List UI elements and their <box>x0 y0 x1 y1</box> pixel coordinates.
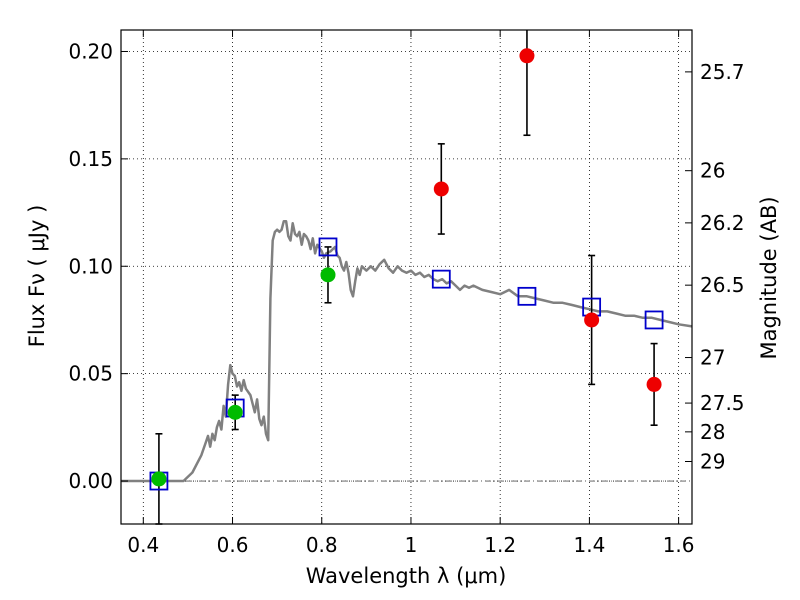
x-tick-label-4: 1.2 <box>484 533 516 557</box>
y-tick-label-3: 0.15 <box>68 147 113 171</box>
y2-tick-label-3: 26.5 <box>700 273 745 297</box>
plot-frame <box>120 29 693 525</box>
y-tick-label-0: 0.00 <box>68 469 113 493</box>
x-tick-label-1: 0.6 <box>217 533 249 557</box>
y-tick-label-2: 0.10 <box>68 254 113 278</box>
y-tick-label-4: 0.20 <box>68 39 113 63</box>
optical-point-1 <box>227 404 243 420</box>
axis-ticks: 0.4 0.6 0.8 1 1.2 1.4 1.6 0.00 0.05 0.10 0.15 0.20 2… <box>68 30 745 557</box>
plot-border <box>120 29 693 525</box>
nir-point-1 <box>519 48 535 64</box>
y2-tick-label-7: 29 <box>700 449 725 473</box>
error-bars <box>155 30 658 525</box>
y2-tick-label-2: 26.2 <box>700 211 745 235</box>
x-tick-label-2: 0.8 <box>306 533 338 557</box>
nir-point-3 <box>646 376 662 392</box>
x-tick-label-0: 0.4 <box>127 533 159 557</box>
y2-tick-label-0: 25.7 <box>700 60 745 84</box>
error-bar-4 <box>523 30 531 137</box>
y2-tick-label-5: 27.5 <box>700 391 745 415</box>
y2-tick-label-6: 28 <box>700 420 725 444</box>
x-axis-label: Wavelength λ (μm) <box>306 564 507 588</box>
y2-tick-label-4: 27 <box>700 346 725 370</box>
nir-point-2 <box>584 312 600 328</box>
optical-point-0 <box>151 471 167 487</box>
x-tick-label-3: 1 <box>405 533 418 557</box>
synthetic-point-6 <box>644 310 664 330</box>
optical-point-2 <box>320 267 336 283</box>
y-tick-label-1: 0.05 <box>68 362 113 386</box>
x-tick-label-5: 1.4 <box>573 533 605 557</box>
model-spectrum <box>121 219 693 483</box>
y-axis-label: Flux Fν ( μJy ) <box>25 205 49 348</box>
synthetic-point-3 <box>431 269 451 289</box>
x-tick-label-6: 1.6 <box>663 533 695 557</box>
grid <box>121 30 692 524</box>
observed-photometry <box>151 48 662 487</box>
y2-tick-label-1: 26 <box>700 159 725 183</box>
synthetic-point-2 <box>318 237 338 257</box>
synthetic-photometry <box>149 237 664 491</box>
axis-labels: Wavelength λ (μm) Flux Fν ( μJy ) Magnit… <box>25 196 781 588</box>
nir-point-0 <box>433 181 449 197</box>
model-spectrum-line <box>121 219 693 483</box>
y2-axis-label: Magnitude (AB) <box>757 196 781 359</box>
synthetic-point-4 <box>517 286 537 306</box>
